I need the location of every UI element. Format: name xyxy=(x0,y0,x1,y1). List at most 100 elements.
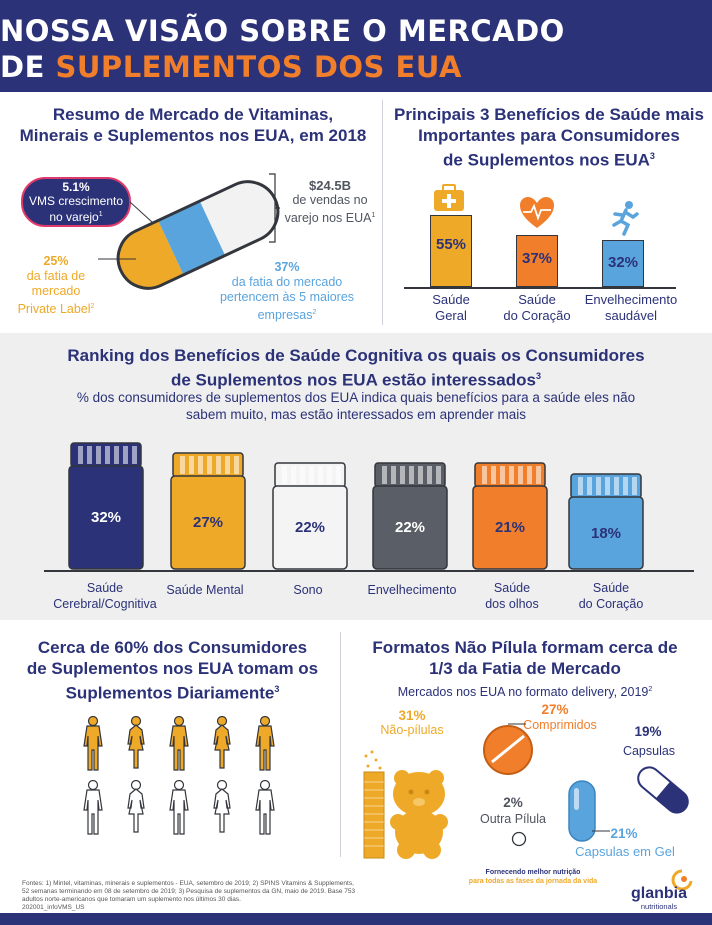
growth-connector-line xyxy=(130,201,153,223)
tablets-pct: 27% xyxy=(541,702,569,717)
softgel-connector-line xyxy=(592,830,610,832)
capsules-pct: 19% xyxy=(634,724,662,739)
growth-pct: 5.1% xyxy=(62,180,90,194)
market-summary-title-line1: Resumo de Mercado de Vitaminas, xyxy=(52,105,334,124)
softgel-label: Capsulas em Gel xyxy=(575,844,675,859)
daily-title-line1: Cerca de 60% dos Consumidores xyxy=(37,638,308,657)
private-label-block: 25% da fatia de mercado Private Label2 xyxy=(8,254,104,317)
jar-shape-mental xyxy=(170,452,246,570)
jar-label-eyes-line1: Saúde xyxy=(493,581,531,595)
capsule-illustration xyxy=(108,171,288,299)
running-person-icon xyxy=(612,201,639,236)
person-non-daily-icon xyxy=(80,779,106,838)
jar-aging: 22% xyxy=(372,462,448,570)
top5-label-line3: empresas xyxy=(257,308,313,323)
jar-label-heart-line2: do Coração xyxy=(578,597,644,611)
benefit-label-general-line2: Geral xyxy=(435,308,467,323)
benefit-label-heart-line1: Saúde xyxy=(518,292,556,307)
cognitive-subtitle-line1: % dos consumidores de suplementos dos EU… xyxy=(76,390,636,405)
capsule-pill-icon xyxy=(637,766,689,814)
tagline-line1: Fornecendo melhor nutrição xyxy=(485,869,581,876)
top5-sup: 2 xyxy=(312,309,317,316)
jar-label-brain-line2: Cerebral/Cognitiva xyxy=(53,597,157,611)
jar-label-sleep: Sono xyxy=(258,582,358,598)
formats-subtitle: Mercados nos EUA no formato delivery, 20… xyxy=(344,682,706,700)
benefit-baseline xyxy=(404,287,676,289)
jar-label-brain-line1: Saúde xyxy=(86,581,124,595)
benefit-label-heart: Saúde do Coração xyxy=(492,292,582,324)
sales-label-line1: de vendas no xyxy=(292,193,368,207)
footer-bar xyxy=(0,913,712,925)
daily-title: Cerca de 60% dos Consumidores de Supleme… xyxy=(10,637,335,704)
glanbia-logo-mark-icon xyxy=(671,869,693,891)
sales-value: $24.5B xyxy=(309,178,351,193)
benefit-label-general: Saúde Geral xyxy=(406,292,496,324)
benefit-label-general-line1: Saúde xyxy=(432,292,470,307)
top5-label-line1: da fatia do mercado xyxy=(231,275,343,289)
cognitive-title-line2: de Suplementos nos EUA estão interessado… xyxy=(171,370,536,390)
section-divider-vertical-2 xyxy=(340,632,341,857)
person-daily-user-icon xyxy=(123,715,149,774)
jar-shape-eyes xyxy=(472,462,548,570)
jar-shape-aging xyxy=(372,462,448,570)
jar-label-aging-line1: Envelhecimento xyxy=(367,583,457,597)
top-benefits-title-line1: Principais 3 Benefícios de Saúde mais xyxy=(394,105,704,124)
non-pill-label: Não-pílulas xyxy=(380,723,444,737)
growth-sup: 1 xyxy=(98,211,103,218)
benefit-value-heart: 37% xyxy=(521,250,553,267)
document-code: 202001_infoVMS_US xyxy=(22,904,85,911)
person-non-daily-icon xyxy=(166,779,192,838)
sources-text: Fontes: 1) Mintel, vitaminas, minerais e… xyxy=(22,880,402,912)
header-banner xyxy=(0,0,712,92)
formats-subtitle-text: Mercados nos EUA no formato delivery, 20… xyxy=(397,685,649,700)
tagline-line2: para todas as fases da jornada da vida xyxy=(468,878,598,885)
jar-label-eyes-line2: dos olhos xyxy=(485,597,539,611)
capsules-label: Capsulas xyxy=(622,744,676,758)
cognitive-title: Ranking dos Benefícios de Saúde Cognitiv… xyxy=(0,345,712,391)
person-daily-user-icon xyxy=(209,715,235,774)
page-title-line2: DE SUPLEMENTOS DOS EUA xyxy=(0,50,712,84)
sales-block: $24.5B de vendas no varejo nos EUA1 xyxy=(276,178,384,226)
daily-title-line2: de Suplementos nos EUA tomam os xyxy=(26,659,319,678)
cognitive-subtitle-line2: sabem muito, mas estão interessados em a… xyxy=(186,407,526,422)
cognitive-title-line1: Ranking dos Benefícios de Saúde Cognitiv… xyxy=(67,346,645,365)
tablets-label: Comprimidos xyxy=(523,718,597,732)
formats-title-line2: 1/3 da Fatia de Mercado xyxy=(429,659,621,678)
sales-sup: 1 xyxy=(371,212,376,219)
jar-label-heart-line1: Saúde xyxy=(592,581,630,595)
jar-value-mental: 27% xyxy=(192,514,224,531)
formats-title-line1: Formatos Não Pílula formam cerca de xyxy=(372,638,678,657)
benefit-label-aging: Envelhecimento saudável xyxy=(576,292,686,324)
top5-pct: 37% xyxy=(274,260,300,274)
private-label-line3: Private Label xyxy=(17,302,91,317)
glanbia-logo-text: glanbia xyxy=(630,885,687,902)
sources-line1: Fontes: 1) Mintel, vitaminas, minerais e… xyxy=(22,880,354,887)
glanbia-logo-subtext: nutritionals xyxy=(640,902,678,911)
jar-value-heart: 18% xyxy=(590,524,622,542)
benefit-value-aging: 32% xyxy=(607,254,639,271)
first-aid-kit-icon xyxy=(434,184,464,211)
jar-baseline xyxy=(44,570,694,572)
tagline: Fornecendo melhor nutrição para todas as… xyxy=(448,868,618,886)
person-non-daily-icon xyxy=(209,779,235,838)
growth-badge xyxy=(21,177,131,227)
private-label-line1: da fatia de xyxy=(26,269,86,283)
jar-label-aging: Envelhecimento xyxy=(352,582,472,598)
other-pill-icon xyxy=(511,831,527,847)
cognitive-subtitle: % dos consumidores de suplementos dos EU… xyxy=(0,389,712,423)
page-title-prefix: DE xyxy=(0,50,45,84)
jar-value-aging: 22% xyxy=(394,519,426,536)
benefit-bar-general: 55% xyxy=(430,215,472,287)
jar-shape-brain xyxy=(68,442,144,570)
tablet-illustration xyxy=(483,723,533,775)
private-sup: 2 xyxy=(90,303,95,310)
gummy-bear-powder-illustration xyxy=(363,750,448,859)
benefit-label-heart-line2: do Coração xyxy=(503,308,571,323)
page-title-highlight: SUPLEMENTOS DOS EUA xyxy=(55,50,462,84)
person-daily-user-icon xyxy=(252,715,278,774)
top-benefits-sup: 3 xyxy=(649,151,655,161)
person-daily-user-icon xyxy=(166,715,192,774)
jar-label-heart: Saúde do Coração xyxy=(556,580,666,612)
jar-eyes: 21% xyxy=(472,462,548,570)
benefit-label-aging-line1: Envelhecimento xyxy=(584,292,678,307)
